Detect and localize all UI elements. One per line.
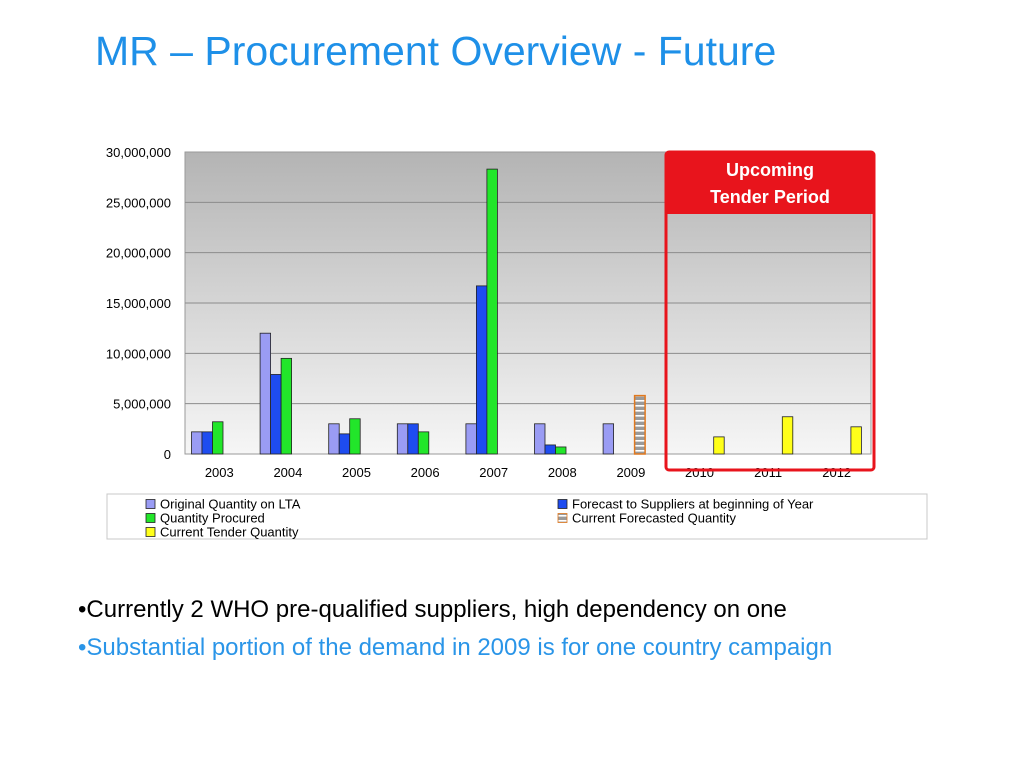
bar-original-quantity-on-lta-2005	[328, 423, 340, 455]
y-tick-label: 25,000,000	[106, 195, 171, 210]
bar-quantity-procured-2006	[417, 431, 430, 455]
bar-quantity-procured-2004	[280, 357, 293, 455]
bar-quantity-procured-2003	[212, 421, 224, 455]
bullet-list: •Currently 2 WHO pre-qualified suppliers…	[78, 594, 978, 670]
slide-title: MR – Procurement Overview - Future	[95, 28, 777, 74]
legend-label: Current Forecasted Quantity	[572, 511, 737, 526]
x-tick-label: 2010	[685, 465, 714, 480]
bar-forecast-to-suppliers-at-beginning-of-year-2008	[544, 444, 556, 455]
y-tick-label: 0	[164, 447, 171, 462]
x-tick-label: 2012	[822, 465, 851, 480]
x-tick-label: 2011	[754, 465, 782, 480]
bar-current-forecasted-quantity-2009	[633, 394, 646, 455]
legend-swatch	[557, 499, 568, 509]
x-tick-label: 2007	[479, 465, 508, 480]
x-tick-label: 2003	[205, 465, 234, 480]
bar-forecast-to-suppliers-at-beginning-of-year-2004	[270, 374, 282, 455]
procurement-chart: 0 5,000,000 10,000,000 15,000,000 20,000,000…	[106, 145, 928, 540]
x-tick-label: 2005	[342, 465, 371, 480]
bar-forecast-to-suppliers-at-beginning-of-year-2007	[475, 285, 488, 455]
callout-line-2: Tender Period	[710, 187, 830, 207]
legend-box	[106, 493, 928, 540]
y-tick-label: 5,000,000	[113, 397, 171, 412]
legend-label: Quantity Procured	[160, 511, 265, 526]
x-tick-label: 2006	[411, 465, 440, 480]
bar-original-quantity-on-lta-2007	[465, 423, 477, 455]
y-tick-label: 30,000,000	[106, 145, 171, 160]
x-tick-label: 2004	[273, 465, 302, 480]
bar-quantity-procured-2008	[555, 446, 567, 455]
y-axis-ticks: 0 5,000,000 10,000,000 15,000,000 20,000,000…	[106, 145, 171, 462]
bars	[191, 168, 862, 455]
bar-original-quantity-on-lta-2009	[602, 423, 614, 455]
bar-original-quantity-on-lta-2003	[191, 431, 203, 455]
bar-current-tender-quantity-2010	[713, 436, 725, 455]
x-axis-ticks: 2003 2004 2005 2006 2007 2008 2009 2010 2011 2012	[205, 465, 851, 480]
legend-swatch	[145, 513, 156, 523]
tender-period-callout	[666, 152, 874, 214]
y-tick-label: 10,000,000	[106, 346, 171, 361]
bar-original-quantity-on-lta-2006	[396, 423, 409, 455]
bar-original-quantity-on-lta-2004	[259, 332, 272, 455]
legend-swatch	[145, 527, 156, 537]
callout-line-1: Upcoming	[726, 160, 814, 180]
legend-label: Original Quantity on LTA	[160, 497, 301, 512]
legend: Original Quantity on LTA Forecast to Supp…	[145, 497, 814, 540]
bar-quantity-procured-2007	[486, 168, 498, 455]
legend-swatch	[145, 499, 156, 509]
bar-forecast-to-suppliers-at-beginning-of-year-2005	[338, 433, 351, 455]
bar-quantity-procured-2005	[349, 418, 361, 455]
bullet-demand-2009: •Substantial portion of the demand in 20…	[78, 634, 833, 661]
bar-forecast-to-suppliers-at-beginning-of-year-2006	[407, 423, 419, 455]
legend-label: Current Tender Quantity	[160, 525, 299, 540]
bar-original-quantity-on-lta-2008	[534, 423, 546, 455]
bar-current-tender-quantity-2012	[850, 426, 862, 455]
bullet-suppliers: •Currently 2 WHO pre-qualified suppliers…	[78, 596, 787, 623]
y-tick-label: 15,000,000	[106, 296, 171, 311]
legend-label: Forecast to Suppliers at beginning of Ye…	[572, 497, 814, 512]
bar-forecast-to-suppliers-at-beginning-of-year-2003	[201, 431, 213, 455]
bar-current-tender-quantity-2011	[781, 416, 794, 455]
x-tick-label: 2008	[548, 465, 577, 480]
x-tick-label: 2009	[616, 465, 645, 480]
legend-swatch	[557, 513, 568, 523]
y-tick-label: 20,000,000	[106, 246, 171, 261]
